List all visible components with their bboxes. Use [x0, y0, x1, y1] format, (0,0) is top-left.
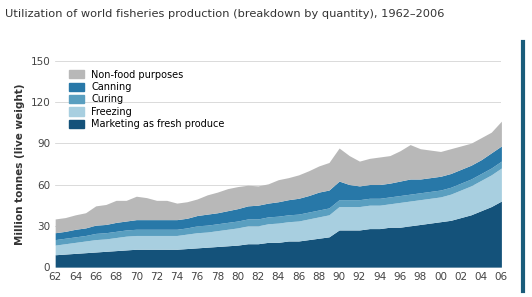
Y-axis label: Million tonnes (live weight): Million tonnes (live weight) [15, 83, 25, 245]
Text: Utilization of world fisheries production (breakdown by quantity), 1962–2006: Utilization of world fisheries productio… [5, 9, 445, 19]
Legend: Non-food purposes, Canning, Curing, Freezing, Marketing as fresh produce: Non-food purposes, Canning, Curing, Free… [69, 69, 225, 129]
